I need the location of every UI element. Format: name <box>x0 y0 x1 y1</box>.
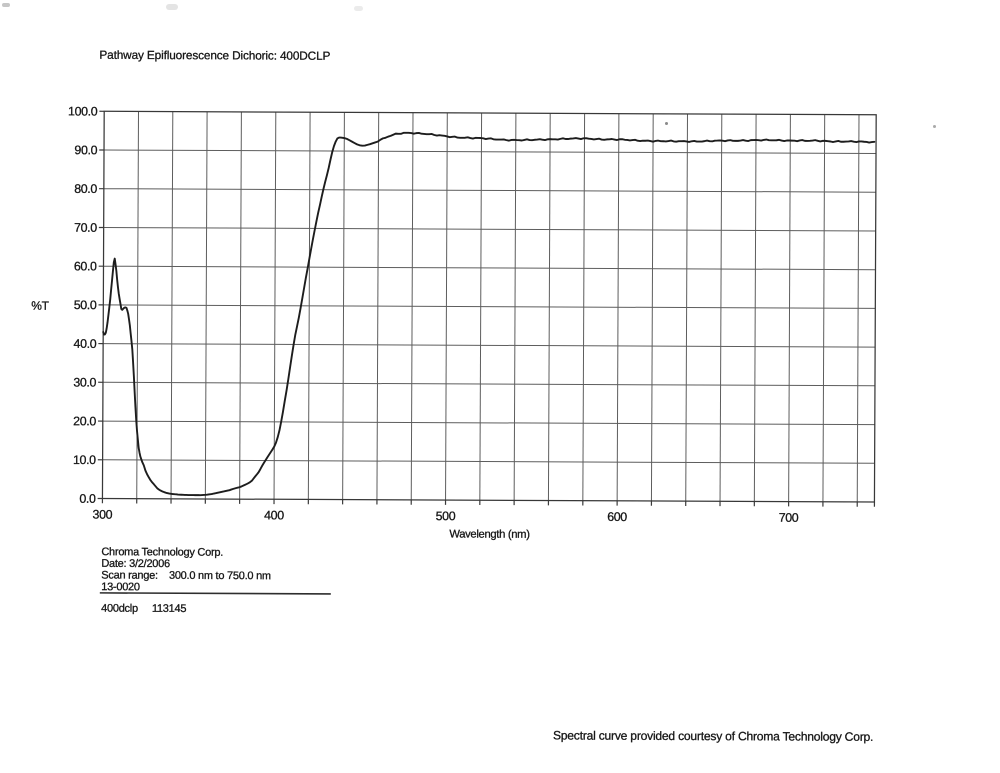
svg-text:700: 700 <box>779 511 799 525</box>
svg-text:13-0020: 13-0020 <box>101 581 140 593</box>
svg-text:60.0: 60.0 <box>74 259 97 273</box>
svg-text:40.0: 40.0 <box>74 337 97 351</box>
svg-text:Pathway Epifluorescence Dichor: Pathway Epifluorescence Dichoric: 400DCL… <box>99 49 330 63</box>
svg-text:90.0: 90.0 <box>74 143 97 157</box>
svg-text:10.0: 10.0 <box>73 453 96 467</box>
svg-text:50.0: 50.0 <box>74 298 97 312</box>
svg-text:400dclp 113145: 400dclp 113145 <box>101 603 186 615</box>
svg-text:70.0: 70.0 <box>74 221 97 235</box>
svg-text:30.0: 30.0 <box>73 375 96 389</box>
svg-text:500: 500 <box>436 509 456 523</box>
svg-text:80.0: 80.0 <box>74 182 97 196</box>
svg-text:20.0: 20.0 <box>73 414 96 428</box>
svg-text:600: 600 <box>607 510 627 524</box>
svg-text:Spectral curve provided courte: Spectral curve provided courtesy of Chro… <box>553 728 873 743</box>
svg-text:Scan range: 300.0 nm to 750: Scan range: 300.0 nm to 750.0 nm <box>101 569 271 582</box>
svg-text:Date: 3/2/2006: Date: 3/2/2006 <box>101 558 170 570</box>
svg-text:Wavelength (nm): Wavelength (nm) <box>449 528 530 540</box>
svg-text:0.0: 0.0 <box>79 492 96 506</box>
svg-text:Chroma Technology Corp.: Chroma Technology Corp. <box>101 546 223 559</box>
svg-text:100.0: 100.0 <box>68 104 98 118</box>
svg-text:400: 400 <box>264 508 284 522</box>
svg-text:%T: %T <box>31 299 49 313</box>
svg-text:300: 300 <box>93 508 113 522</box>
